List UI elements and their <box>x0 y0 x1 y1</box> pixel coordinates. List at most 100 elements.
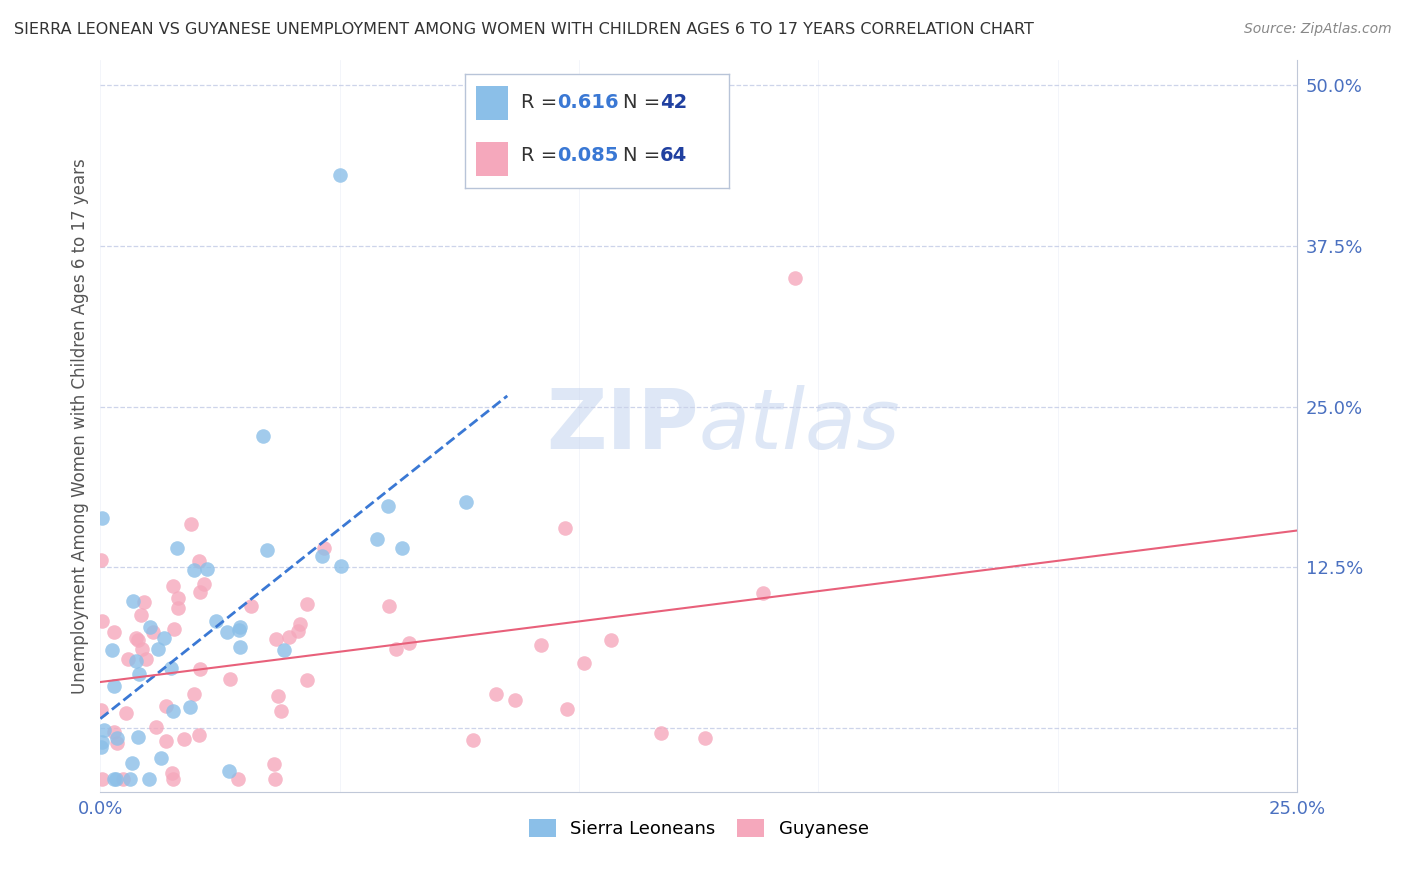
Point <box>273 643 295 657</box>
Point <box>162 579 184 593</box>
Point <box>650 726 672 740</box>
Point <box>90 553 112 567</box>
Point <box>270 704 292 718</box>
Point <box>228 624 250 638</box>
Point <box>101 643 124 657</box>
Point <box>239 599 262 614</box>
Point <box>693 731 716 746</box>
Point <box>530 638 553 652</box>
Point <box>160 765 183 780</box>
Point <box>218 764 240 779</box>
Point <box>783 271 806 285</box>
Point <box>103 772 125 786</box>
Point <box>167 591 190 605</box>
Point <box>503 693 526 707</box>
Point <box>179 700 201 714</box>
Point <box>557 701 579 715</box>
Point <box>115 706 138 720</box>
Point <box>183 687 205 701</box>
Point <box>188 584 211 599</box>
Point <box>195 562 218 576</box>
Point <box>127 730 149 744</box>
Point <box>91 615 114 629</box>
Point <box>295 673 318 688</box>
Point <box>90 703 112 717</box>
Point <box>103 679 125 693</box>
Text: Source: ZipAtlas.com: Source: ZipAtlas.com <box>1244 22 1392 37</box>
Point <box>229 620 252 634</box>
Text: ZIP: ZIP <box>547 385 699 467</box>
Point <box>105 731 128 746</box>
Point <box>150 751 173 765</box>
Point <box>118 772 141 786</box>
Point <box>600 633 623 648</box>
Point <box>391 541 413 555</box>
Point <box>188 553 211 567</box>
Point <box>572 656 595 670</box>
Point <box>311 549 333 563</box>
Point <box>135 652 157 666</box>
Point <box>263 772 285 786</box>
Point <box>485 687 508 701</box>
Point <box>162 704 184 718</box>
Point <box>193 576 215 591</box>
Point <box>103 625 125 640</box>
Point <box>145 720 167 734</box>
Point <box>278 630 301 644</box>
Point <box>215 624 238 639</box>
Point <box>90 772 112 786</box>
Point <box>329 558 352 573</box>
Point <box>205 614 228 628</box>
Point <box>111 772 134 786</box>
Point <box>385 642 408 657</box>
Point <box>146 642 169 657</box>
Point <box>128 667 150 681</box>
Point <box>153 631 176 645</box>
Point <box>188 727 211 741</box>
Point <box>90 735 112 749</box>
Point <box>329 168 352 182</box>
Point <box>129 607 152 622</box>
Point <box>103 724 125 739</box>
Point <box>290 616 312 631</box>
Point <box>160 661 183 675</box>
Point <box>90 739 112 754</box>
Point <box>122 593 145 607</box>
Point <box>554 520 576 534</box>
Point <box>105 736 128 750</box>
Point <box>188 661 211 675</box>
Point <box>91 510 114 524</box>
Point <box>267 690 290 704</box>
Legend: Sierra Leoneans, Guyanese: Sierra Leoneans, Guyanese <box>522 812 876 846</box>
Point <box>461 732 484 747</box>
Point <box>117 652 139 666</box>
Point <box>138 772 160 786</box>
Point <box>93 723 115 737</box>
Text: atlas: atlas <box>699 385 900 467</box>
Point <box>264 632 287 647</box>
Y-axis label: Unemployment Among Women with Children Ages 6 to 17 years: Unemployment Among Women with Children A… <box>72 158 89 694</box>
Point <box>162 772 184 786</box>
Point <box>218 672 240 686</box>
Point <box>366 532 388 546</box>
Point <box>252 429 274 443</box>
Point <box>155 699 177 714</box>
Point <box>454 495 477 509</box>
Point <box>155 733 177 747</box>
Text: SIERRA LEONEAN VS GUYANESE UNEMPLOYMENT AMONG WOMEN WITH CHILDREN AGES 6 TO 17 Y: SIERRA LEONEAN VS GUYANESE UNEMPLOYMENT … <box>14 22 1033 37</box>
Point <box>163 622 186 636</box>
Point <box>398 636 420 650</box>
Point <box>263 756 285 771</box>
Point <box>377 500 399 514</box>
Point <box>229 640 252 655</box>
Point <box>166 541 188 555</box>
Point <box>121 756 143 770</box>
Point <box>287 624 309 639</box>
Point <box>131 642 153 657</box>
Point <box>167 601 190 615</box>
Point <box>173 732 195 747</box>
Point <box>132 595 155 609</box>
Point <box>180 516 202 531</box>
Point <box>183 563 205 577</box>
Point <box>378 599 401 613</box>
